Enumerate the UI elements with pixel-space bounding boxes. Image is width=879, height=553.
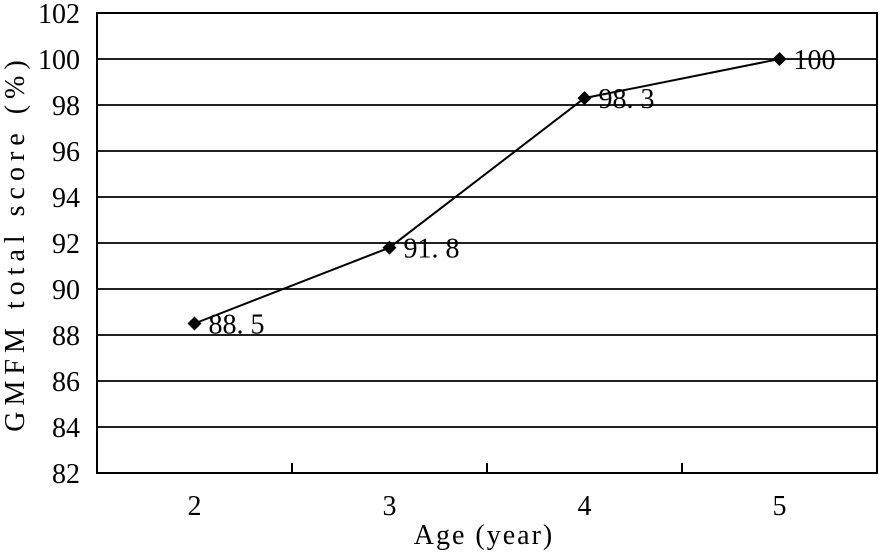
data-point-marker	[187, 316, 202, 331]
data-line	[194, 58, 780, 325]
x-tick-label: 4	[578, 491, 592, 522]
data-point-marker	[382, 240, 397, 255]
data-point-label: 100	[794, 45, 836, 76]
x-tick-label: 5	[773, 491, 787, 522]
y-tick-label: 94	[52, 183, 80, 214]
y-tick-label: 100	[38, 45, 80, 76]
data-point-marker	[577, 91, 592, 106]
x-tick-label: 2	[188, 491, 202, 522]
y-tick-label: 86	[52, 367, 80, 398]
y-tick-label: 102	[38, 0, 80, 30]
data-point-label: 91. 8	[404, 234, 460, 265]
data-point-label: 98. 3	[599, 84, 655, 115]
y-tick-label: 84	[52, 413, 80, 444]
y-tick-label: 88	[52, 321, 80, 352]
x-axis-title: Age (year)	[414, 520, 554, 551]
y-axis-title: GMFM total score (%)	[0, 54, 31, 431]
y-tick-label: 98	[52, 91, 80, 122]
y-tick-label: 90	[52, 275, 80, 306]
x-tick-label: 3	[383, 491, 397, 522]
plot-generated-layer: 82 84 86 88 90 92 94 96 98 100 102 2 3 4 5 88. 5 91. 8 98…	[38, 0, 878, 522]
y-tick-label: 96	[52, 137, 80, 168]
data-point-marker	[772, 52, 787, 66]
y-tick-label: 82	[52, 459, 80, 490]
data-point-label: 88. 5	[209, 310, 265, 341]
y-tick-label: 92	[52, 229, 80, 260]
